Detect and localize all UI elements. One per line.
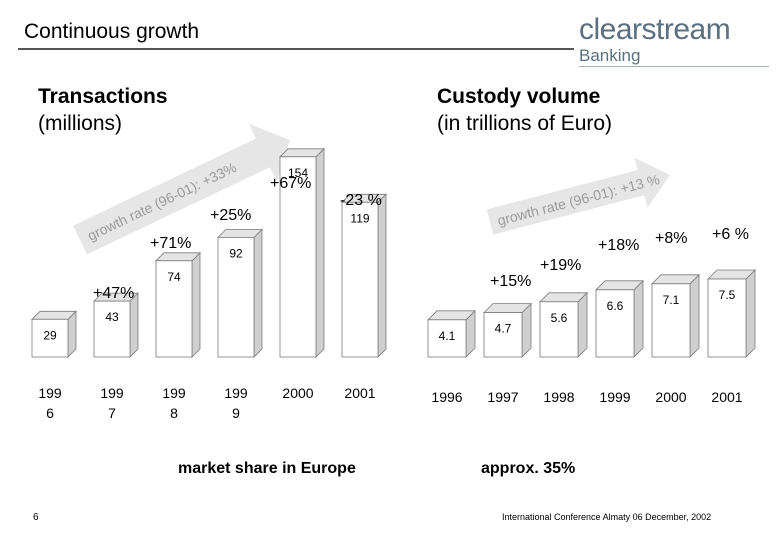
bar xyxy=(31,318,69,358)
bar-side xyxy=(633,279,644,358)
bar xyxy=(279,156,317,358)
custody-footnote: approx. 35% xyxy=(481,460,576,477)
value-label: 4.1 xyxy=(439,329,456,343)
category-label: 8 xyxy=(170,405,178,421)
brand-logo: clearstream Banking xyxy=(579,14,769,66)
category-label: 2001 xyxy=(711,389,742,405)
category-label: 199 xyxy=(100,385,124,401)
category-label: 7 xyxy=(108,405,116,421)
bar-side xyxy=(577,291,588,358)
transactions-title: Transactions xyxy=(38,85,168,108)
growth-label: +6 % xyxy=(712,226,749,243)
growth-label: +47% xyxy=(93,285,134,302)
value-label: 43 xyxy=(105,310,119,324)
brand-subtitle: Banking xyxy=(579,46,641,65)
value-label: 6.6 xyxy=(607,299,624,313)
brand-name: clearstream xyxy=(579,13,731,46)
custody-trend-arrow xyxy=(486,157,670,235)
bar xyxy=(155,260,193,358)
value-label: 119 xyxy=(350,211,369,225)
brand-divider xyxy=(579,66,769,67)
growth-label: +71% xyxy=(150,235,191,252)
bar xyxy=(427,319,467,358)
bar xyxy=(595,289,635,358)
footer-note: International Conference Almaty 06 Decem… xyxy=(502,512,712,522)
category-label: 1998 xyxy=(543,389,574,405)
growth-label: +25% xyxy=(210,207,251,224)
transactions-footnote: market share in Europe xyxy=(178,460,356,477)
category-label: 199 xyxy=(38,385,62,401)
bar xyxy=(341,201,379,358)
category-label: 199 xyxy=(224,385,248,401)
value-label: 74 xyxy=(167,270,181,284)
category-label: 1997 xyxy=(487,389,518,405)
growth-label: -23 % xyxy=(340,192,382,209)
value-label: 154 xyxy=(288,166,308,180)
bar xyxy=(651,283,691,358)
category-label: 1996 xyxy=(431,389,462,405)
title-divider xyxy=(18,48,574,50)
value-label: 29 xyxy=(43,328,57,342)
growth-label: +15% xyxy=(490,273,531,290)
growth-label: +67% xyxy=(270,175,311,192)
page-number: 6 xyxy=(33,512,39,523)
category-label: 9 xyxy=(232,405,240,421)
bar xyxy=(217,236,255,358)
growth-label: +8% xyxy=(655,230,687,247)
category-label: 2000 xyxy=(282,385,313,401)
value-label: 92 xyxy=(229,246,243,260)
bar xyxy=(93,300,131,358)
bar-side xyxy=(191,251,201,358)
transactions-trend-label: growth rate (96-01): +33% xyxy=(85,159,239,244)
bar-top xyxy=(217,228,263,238)
bar-side xyxy=(315,147,325,358)
transactions-trend-arrow xyxy=(73,124,290,255)
value-label: 7.1 xyxy=(663,293,680,307)
slide-title: Continuous growth xyxy=(24,20,200,43)
growth-label: +18% xyxy=(598,237,639,254)
category-label: 1999 xyxy=(599,389,630,405)
value-label: 5.6 xyxy=(551,311,568,325)
category-label: 199 xyxy=(162,385,186,401)
bar-side xyxy=(129,292,139,358)
category-label: 2000 xyxy=(655,389,686,405)
custody-unit: (in trillions of Euro) xyxy=(437,112,613,135)
bar-side xyxy=(689,273,700,358)
growth-label: +19% xyxy=(540,257,581,274)
bar-top xyxy=(31,310,77,320)
value-label: 7.5 xyxy=(719,288,736,302)
bar xyxy=(707,278,747,358)
bar xyxy=(483,312,523,358)
bar xyxy=(539,301,579,358)
value-label: 4.7 xyxy=(495,322,512,336)
bar-side xyxy=(745,269,756,358)
bar-top xyxy=(155,252,201,262)
bar-side xyxy=(377,193,387,358)
transactions-heading: Transactions (millions) xyxy=(38,83,168,137)
category-label: 2001 xyxy=(344,385,375,401)
bar-top xyxy=(279,148,325,158)
transactions-unit: (millions) xyxy=(38,112,122,135)
custody-trend-label: growth rate (96-01): +13 % xyxy=(496,171,662,229)
bar-side xyxy=(253,228,263,358)
labels-layer: 29199643199774199892199915420001192001+4… xyxy=(38,166,749,421)
bars-layer xyxy=(31,147,756,358)
custody-heading: Custody volume (in trillions of Euro) xyxy=(437,83,612,137)
custody-title: Custody volume xyxy=(437,85,601,108)
category-label: 6 xyxy=(46,405,54,421)
